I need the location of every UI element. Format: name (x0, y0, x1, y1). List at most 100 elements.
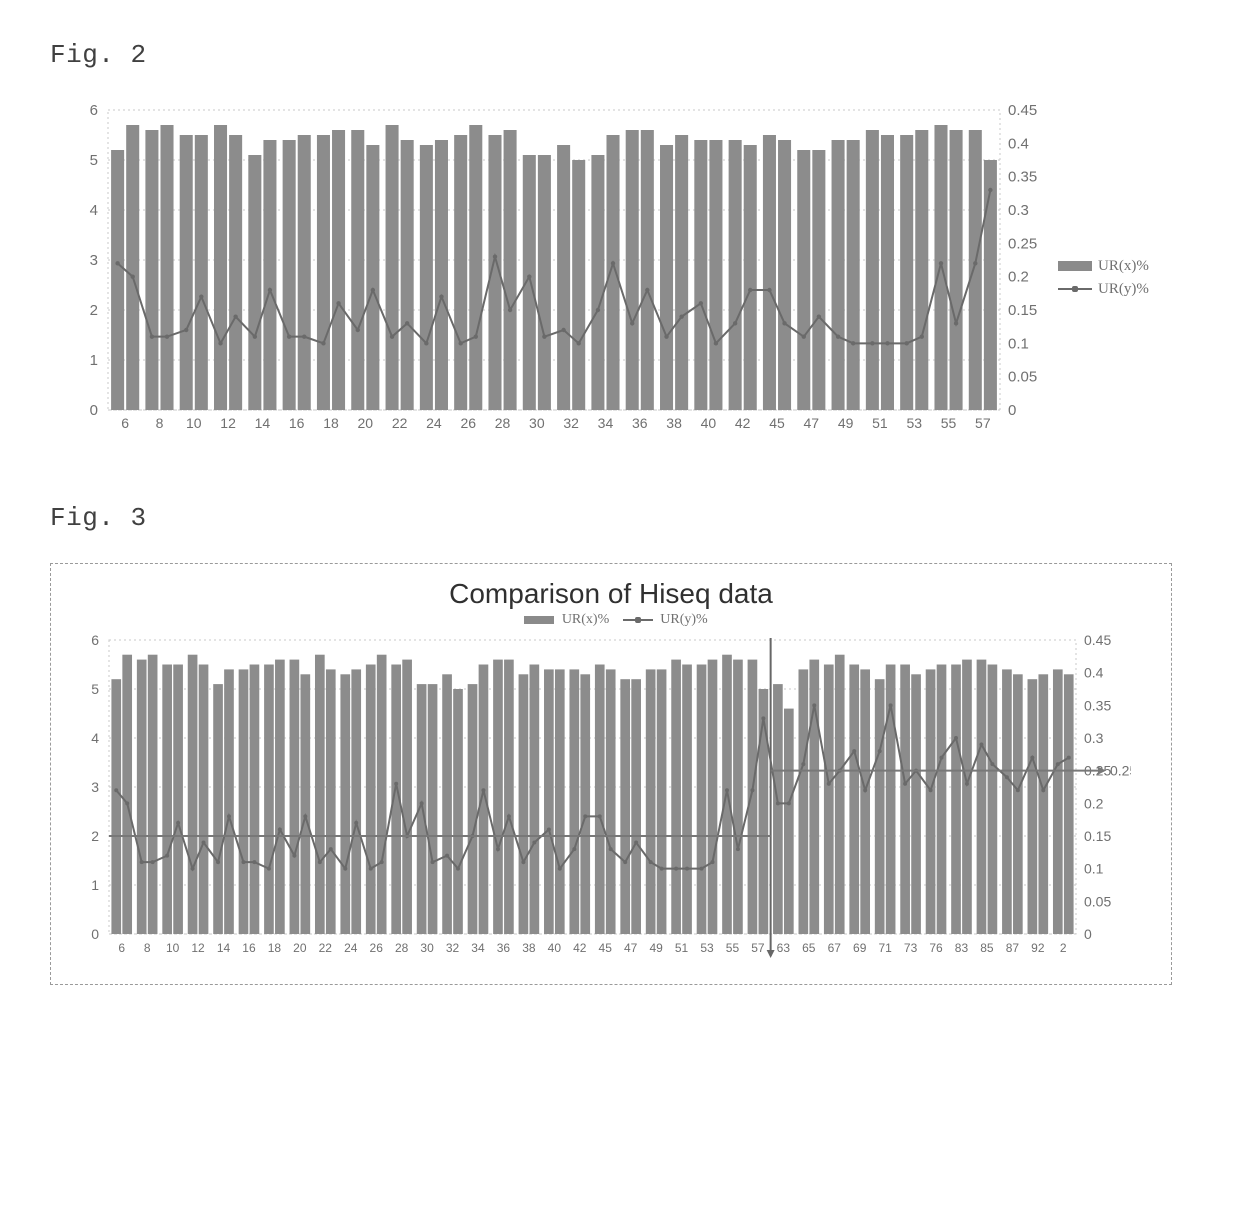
svg-text:38: 38 (522, 941, 536, 955)
svg-text:45: 45 (769, 415, 785, 431)
svg-text:65: 65 (802, 941, 816, 955)
svg-text:0.35: 0.35 (1084, 697, 1111, 713)
svg-text:28: 28 (395, 941, 409, 955)
svg-text:63: 63 (777, 941, 791, 955)
svg-text:42: 42 (573, 941, 587, 955)
svg-text:12: 12 (220, 415, 236, 431)
svg-text:57: 57 (751, 941, 765, 955)
svg-text:0.3: 0.3 (1008, 202, 1029, 219)
svg-text:32: 32 (563, 415, 579, 431)
chart2-panel: Comparison of Hiseq data UR(x)% UR(y)% 0… (50, 563, 1172, 985)
svg-text:0: 0 (1008, 402, 1016, 419)
svg-text:2: 2 (90, 302, 98, 319)
svg-text:8: 8 (144, 941, 151, 955)
svg-text:0.2: 0.2 (1084, 795, 1104, 811)
svg-text:20: 20 (293, 941, 307, 955)
svg-text:40: 40 (548, 941, 562, 955)
svg-text:0.3: 0.3 (1084, 730, 1104, 746)
svg-text:1: 1 (90, 352, 98, 369)
svg-text:2: 2 (91, 828, 99, 844)
svg-text:40: 40 (701, 415, 717, 431)
svg-text:26: 26 (460, 415, 476, 431)
svg-text:36: 36 (497, 941, 511, 955)
line-swatch-icon (1058, 284, 1092, 294)
svg-text:38: 38 (666, 415, 682, 431)
svg-text:20: 20 (358, 415, 374, 431)
svg-text:55: 55 (726, 941, 740, 955)
svg-text:4: 4 (90, 202, 98, 219)
chart1: 012345600.050.10.150.20.250.30.350.40.45… (50, 100, 1200, 455)
svg-text:3: 3 (90, 252, 98, 269)
svg-text:51: 51 (675, 941, 689, 955)
svg-text:0.05: 0.05 (1008, 369, 1037, 386)
svg-text:30: 30 (529, 415, 545, 431)
svg-text:51: 51 (872, 415, 888, 431)
svg-text:10: 10 (166, 941, 180, 955)
svg-text:0.25: 0.25 (1110, 763, 1131, 779)
svg-text:53: 53 (700, 941, 714, 955)
svg-text:0: 0 (1084, 926, 1092, 942)
svg-text:8: 8 (156, 415, 164, 431)
svg-text:0.1: 0.1 (1084, 861, 1104, 877)
svg-text:30: 30 (420, 941, 434, 955)
svg-text:53: 53 (906, 415, 922, 431)
svg-text:69: 69 (853, 941, 867, 955)
svg-text:0.45: 0.45 (1084, 634, 1111, 648)
svg-text:73: 73 (904, 941, 918, 955)
svg-text:6: 6 (91, 634, 99, 648)
svg-text:0.35: 0.35 (1008, 169, 1037, 186)
svg-text:0.2: 0.2 (1008, 269, 1029, 286)
fig2-caption: Fig. 2 (50, 40, 1200, 70)
svg-text:34: 34 (471, 941, 485, 955)
svg-text:6: 6 (121, 415, 129, 431)
legend-bars-label: UR(x)% (1098, 258, 1149, 275)
svg-text:10: 10 (186, 415, 202, 431)
svg-text:28: 28 (495, 415, 511, 431)
chart2-title: Comparison of Hiseq data (61, 578, 1161, 610)
svg-text:18: 18 (323, 415, 339, 431)
bar-swatch-icon (524, 616, 554, 624)
chart1-svg: 012345600.050.10.150.20.250.30.350.40.45… (50, 100, 1050, 455)
svg-text:49: 49 (649, 941, 663, 955)
svg-text:2: 2 (1060, 941, 1067, 955)
svg-text:0.05: 0.05 (1084, 893, 1111, 909)
svg-text:34: 34 (598, 415, 614, 431)
legend-line-label: UR(y)% (1098, 281, 1149, 298)
svg-text:42: 42 (735, 415, 751, 431)
chart2-svg: 012345600.050.10.150.20.250.30.350.40.45… (61, 634, 1131, 974)
legend-item-line: UR(y)% (1058, 281, 1149, 298)
svg-text:22: 22 (392, 415, 408, 431)
svg-text:45: 45 (599, 941, 613, 955)
svg-text:57: 57 (975, 415, 991, 431)
fig3-caption: Fig. 3 (50, 503, 1200, 533)
svg-text:49: 49 (838, 415, 854, 431)
svg-text:6: 6 (118, 941, 125, 955)
svg-text:0.4: 0.4 (1084, 665, 1104, 681)
svg-text:47: 47 (804, 415, 820, 431)
svg-text:87: 87 (1006, 941, 1020, 955)
svg-text:47: 47 (624, 941, 638, 955)
svg-text:4: 4 (91, 730, 99, 746)
svg-text:5: 5 (90, 152, 98, 169)
svg-text:0.15: 0.15 (1084, 828, 1111, 844)
svg-text:14: 14 (255, 415, 271, 431)
svg-text:0.1: 0.1 (1008, 335, 1029, 352)
svg-text:12: 12 (191, 941, 205, 955)
svg-text:92: 92 (1031, 941, 1045, 955)
svg-text:36: 36 (632, 415, 648, 431)
svg-text:3: 3 (91, 779, 99, 795)
svg-text:6: 6 (90, 102, 98, 119)
svg-text:14: 14 (217, 941, 231, 955)
svg-text:83: 83 (955, 941, 969, 955)
svg-text:24: 24 (344, 941, 358, 955)
svg-text:1: 1 (91, 877, 99, 893)
svg-text:0.45: 0.45 (1008, 102, 1037, 119)
svg-text:26: 26 (370, 941, 384, 955)
svg-text:0: 0 (90, 402, 98, 419)
line-swatch-icon (623, 616, 653, 624)
svg-text:32: 32 (446, 941, 460, 955)
legend-line-label: UR(y)% (660, 612, 707, 627)
chart1-legend: UR(x)% UR(y)% (1058, 252, 1149, 304)
svg-text:0.15: 0.15 (1008, 302, 1037, 319)
svg-text:71: 71 (878, 941, 892, 955)
